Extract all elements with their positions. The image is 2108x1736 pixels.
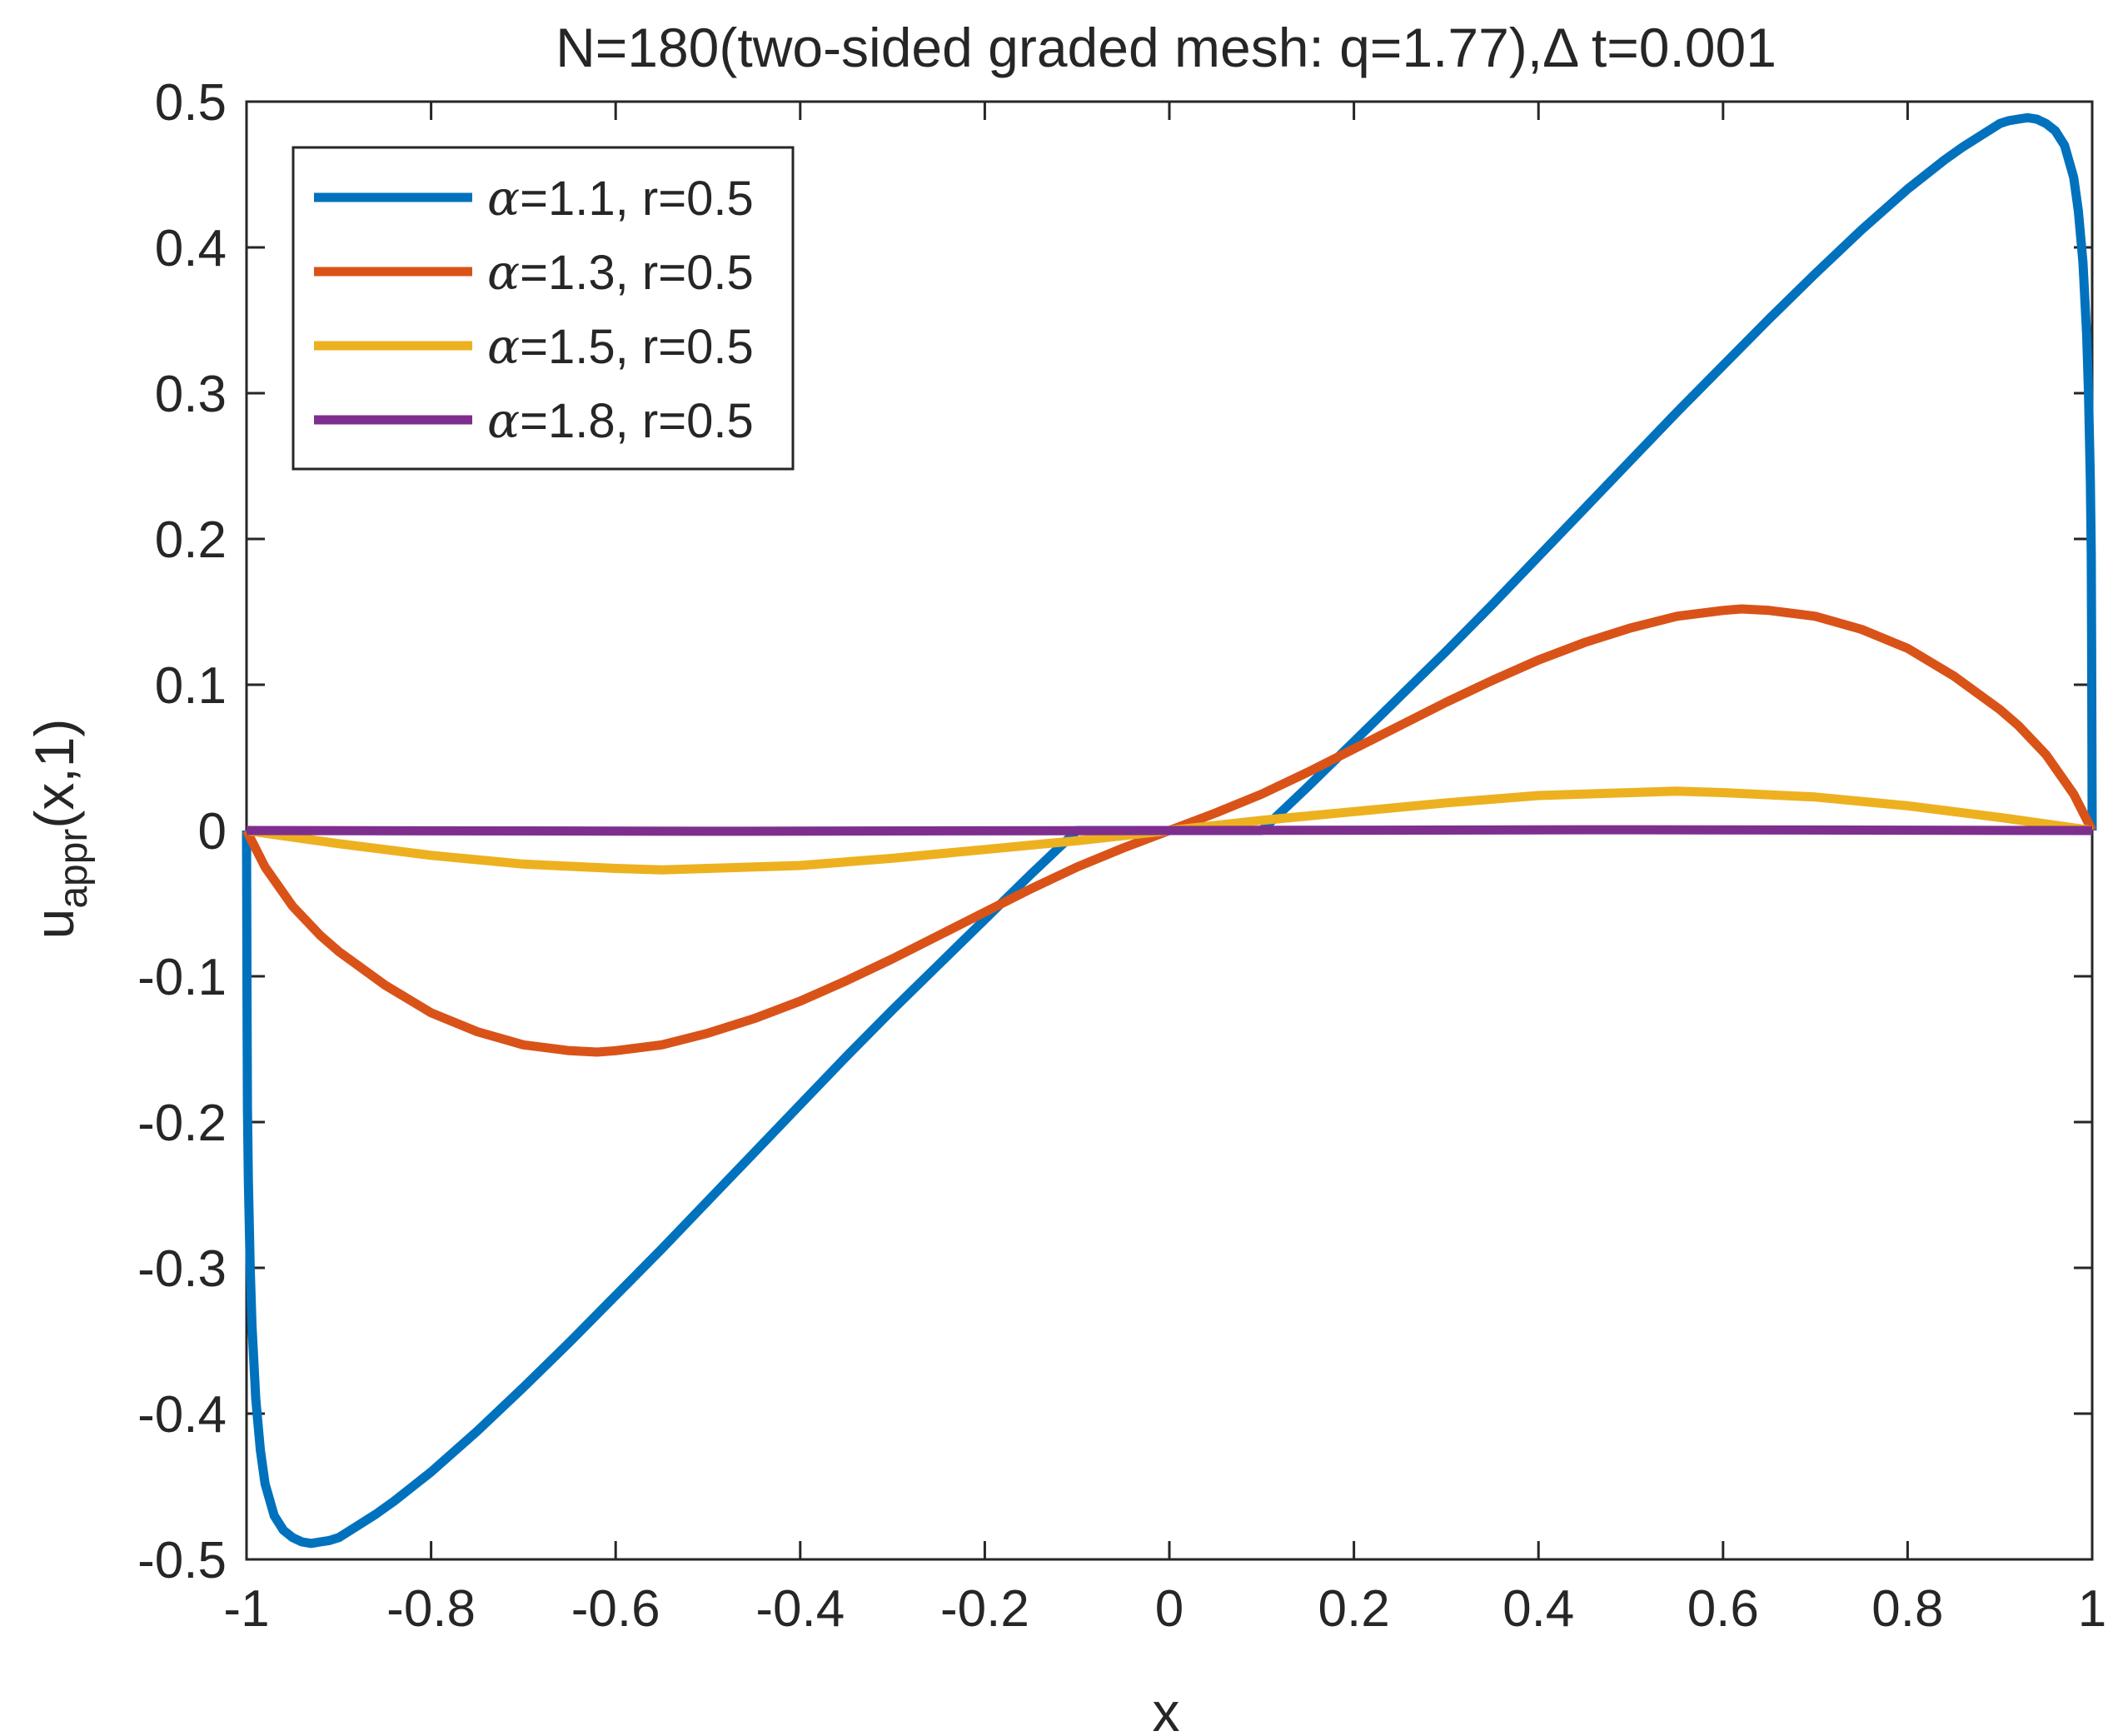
x-tick-label: 0.8 bbox=[1871, 1580, 1943, 1638]
y-tick-label: -0.3 bbox=[137, 1240, 227, 1298]
y-axis-ticks: -0.5 -0.4 -0.3 -0.2 -0.1 0 0.1 0.2 0.3 0.4 0.5 bbox=[137, 74, 2092, 1589]
x-axis-label: x bbox=[1153, 1681, 1180, 1736]
legend-entry-text: =1.8, r=0.5 bbox=[520, 394, 754, 448]
y-tick-label: 0 bbox=[198, 803, 227, 861]
x-tick-label: -1 bbox=[223, 1580, 269, 1638]
legend-entry-greek: α bbox=[487, 318, 520, 375]
legend-entry-greek: α bbox=[487, 170, 520, 227]
y-tick-label: -0.2 bbox=[137, 1095, 227, 1152]
y-tick-label: -0.4 bbox=[137, 1386, 227, 1444]
y-tick-label: 0.4 bbox=[155, 220, 227, 277]
legend-entry-greek: α bbox=[487, 392, 520, 449]
chart-title: N=180(two-sided graded mesh: q=1.77),Δ t… bbox=[556, 17, 1777, 78]
legend-entry-text: =1.3, r=0.5 bbox=[520, 246, 754, 300]
x-tick-label: 0 bbox=[1155, 1580, 1184, 1638]
x-tick-label: 0.4 bbox=[1503, 1580, 1574, 1638]
x-tick-label: 1 bbox=[2078, 1580, 2106, 1638]
legend-entry-1: α=1.1, r=0.5 bbox=[487, 170, 754, 227]
x-tick-label: -0.2 bbox=[940, 1580, 1029, 1638]
y-axis-label-subscript: appr bbox=[52, 829, 96, 909]
y-axis-label-main: u bbox=[23, 909, 85, 940]
y-tick-label: 0.2 bbox=[155, 511, 227, 569]
y-tick-label: 0.1 bbox=[155, 657, 227, 715]
x-axis-ticks: -1 -0.8 -0.6 -0.4 -0.2 0 0.2 0.4 0.6 0.8 1 bbox=[223, 102, 2106, 1638]
x-tick-label: 0.6 bbox=[1687, 1580, 1759, 1638]
series-line-4 bbox=[246, 825, 2093, 836]
y-tick-label: -0.5 bbox=[137, 1532, 227, 1589]
legend-entry-3: α=1.5, r=0.5 bbox=[487, 318, 754, 375]
legend-entry-greek: α bbox=[487, 244, 520, 301]
legend-entry-text: =1.5, r=0.5 bbox=[520, 320, 754, 374]
y-axis-label-args: (x,1) bbox=[23, 719, 85, 829]
y-tick-label: 0.3 bbox=[155, 366, 227, 423]
legend-entry-4: α=1.8, r=0.5 bbox=[487, 392, 754, 449]
x-tick-label: 0.2 bbox=[1318, 1580, 1389, 1638]
x-tick-label: -0.6 bbox=[571, 1580, 660, 1638]
legend-entry-2: α=1.3, r=0.5 bbox=[487, 244, 754, 301]
x-tick-label: -0.4 bbox=[755, 1580, 845, 1638]
series-lines bbox=[242, 112, 2097, 1549]
legend: α=1.1, r=0.5α=1.3, r=0.5α=1.5, r=0.5α=1.… bbox=[292, 146, 795, 471]
x-tick-label: -0.8 bbox=[386, 1580, 476, 1638]
legend-entry-text: =1.1, r=0.5 bbox=[520, 172, 754, 226]
y-tick-label: -0.1 bbox=[137, 949, 227, 1006]
y-axis-label: uappr(x,1) bbox=[23, 719, 96, 940]
y-tick-label: 0.5 bbox=[155, 74, 227, 132]
